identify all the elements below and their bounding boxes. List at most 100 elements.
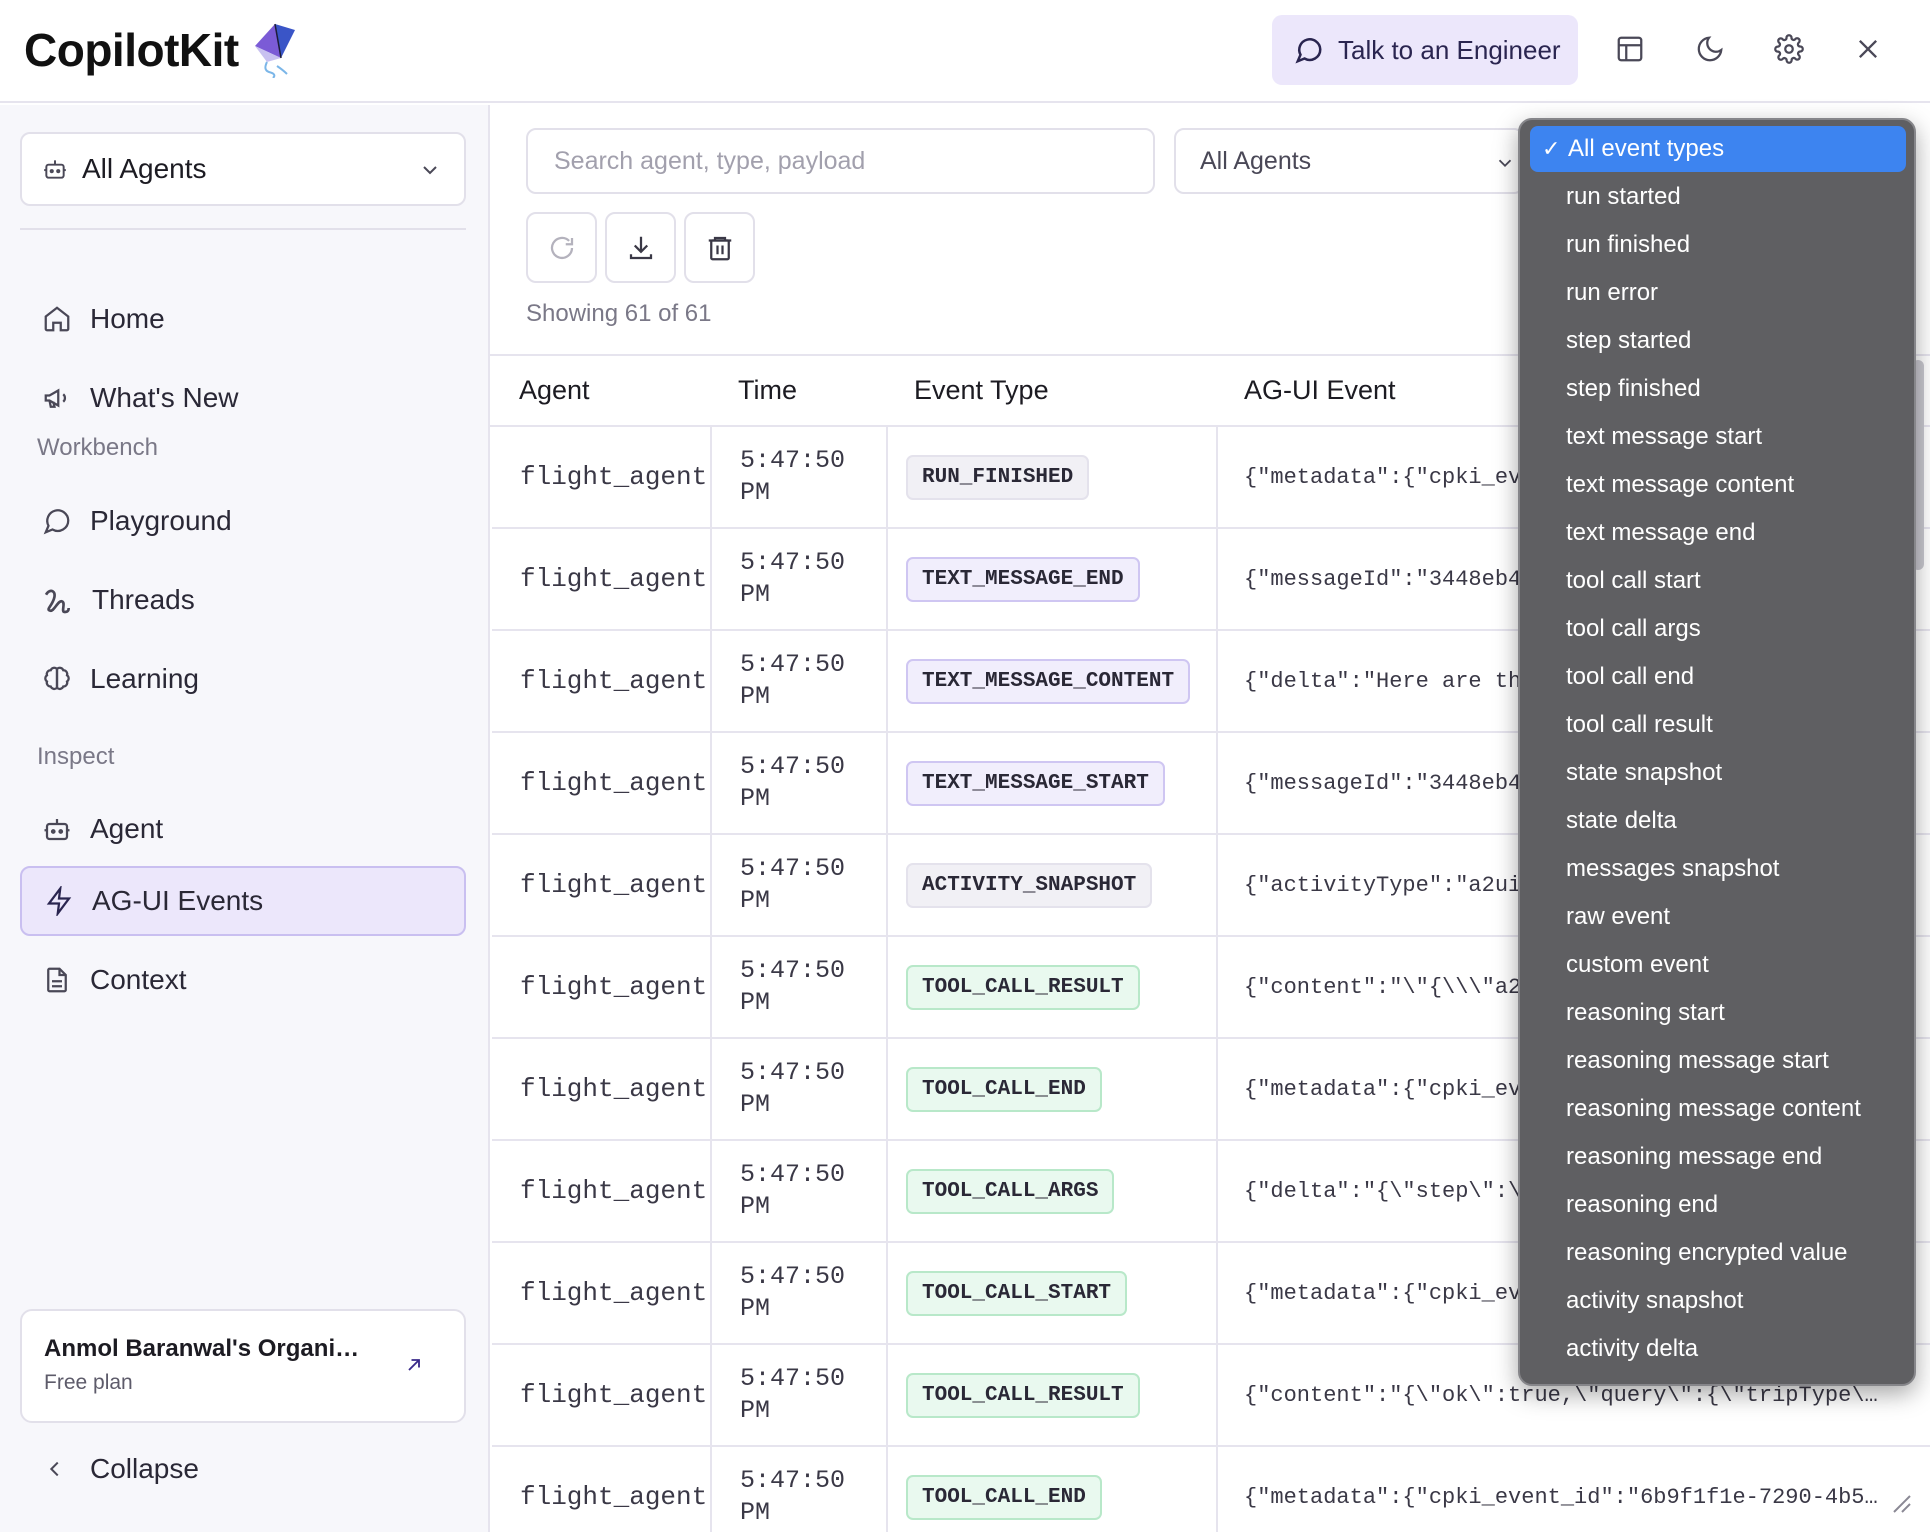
sidebar-item-agent[interactable]: Agent	[20, 794, 466, 864]
organization-card[interactable]: Anmol Baranwal's Organi… Free plan	[20, 1309, 466, 1423]
table-row[interactable]: flight_agent 5:47:50 PM TEXT_MESSAGE_START {…	[492, 733, 1930, 835]
event-type-option[interactable]: tool call args	[1530, 606, 1906, 652]
event-type-option[interactable]: run started	[1530, 174, 1906, 220]
sidebar-item-ag-ui-events[interactable]: AG-UI Events	[20, 866, 466, 936]
home-icon	[44, 306, 70, 332]
event-type-option[interactable]: reasoning message start	[1530, 1038, 1906, 1084]
event-type-option[interactable]: state snapshot	[1530, 750, 1906, 796]
agent-select[interactable]: All Agents	[20, 132, 466, 206]
refresh-button[interactable]	[526, 212, 597, 283]
sidebar-item-context[interactable]: Context	[20, 945, 466, 1015]
chat-bubble-icon	[1295, 38, 1322, 64]
lightning-icon	[46, 886, 72, 916]
sidebar-item-label: Threads	[92, 584, 195, 615]
cell-event-payload: {"messageId":"3448eb4	[1244, 770, 1522, 796]
event-type-option[interactable]: reasoning end	[1530, 1182, 1906, 1228]
cell-time: 5:47:50 PM	[712, 937, 888, 1037]
cell-time-period: PM	[740, 1192, 771, 1221]
event-type-option[interactable]: text message content	[1530, 462, 1906, 508]
event-type-dropdown[interactable]: ✓ All event types run started run finished r…	[1518, 118, 1916, 1386]
event-type-option[interactable]: reasoning message content	[1530, 1086, 1906, 1132]
theme-toggle-button[interactable]	[1689, 28, 1731, 70]
cell-time: 5:47:50 PM	[712, 427, 888, 527]
event-type-option-label: step started	[1566, 327, 1692, 354]
cell-time-value: 5:47:50	[740, 446, 846, 475]
table-row[interactable]: flight_agent 5:47:50 PM TOOL_CALL_END {"meta…	[492, 1447, 1930, 1532]
cell-time-period: PM	[740, 1294, 771, 1323]
column-header-time[interactable]: Time	[738, 375, 797, 405]
talk-to-engineer-button[interactable]: Talk to an Engineer	[1272, 15, 1578, 85]
event-type-badge: TOOL_CALL_RESULT	[906, 1372, 1140, 1418]
brain-icon	[44, 666, 70, 691]
event-type-option-label: reasoning message end	[1566, 1143, 1823, 1170]
logo[interactable]: CopilotKit	[24, 20, 299, 80]
column-header-event-type[interactable]: Event Type	[914, 375, 1049, 405]
cell-time-period: PM	[740, 1396, 771, 1425]
cell-agent: flight_agent	[492, 937, 712, 1037]
event-type-option[interactable]: run finished	[1530, 222, 1906, 268]
resize-handle-icon[interactable]	[1890, 1492, 1914, 1516]
chevron-left-icon	[49, 1461, 59, 1477]
agents-filter-select[interactable]: All Agents	[1174, 128, 1524, 194]
event-type-option[interactable]: run error	[1530, 270, 1906, 316]
table-row[interactable]: flight_agent 5:47:50 PM TEXT_MESSAGE_END {"m…	[492, 529, 1930, 631]
cell-agent: flight_agent	[492, 631, 712, 731]
event-type-option[interactable]: messages snapshot	[1530, 846, 1906, 892]
event-type-option[interactable]: tool call start	[1530, 558, 1906, 604]
event-type-option-label: reasoning message content	[1566, 1095, 1861, 1122]
cell-event-type: ACTIVITY_SNAPSHOT	[888, 835, 1218, 935]
cell-event-type: TOOL_CALL_RESULT	[888, 937, 1218, 1037]
table-row[interactable]: flight_agent 5:47:50 PM TOOL_CALL_ARGS {"del…	[492, 1141, 1930, 1243]
event-type-option[interactable]: reasoning encrypted value	[1530, 1230, 1906, 1276]
collapse-button[interactable]: Collapse	[44, 1453, 199, 1485]
event-type-option[interactable]: tool call end	[1530, 654, 1906, 700]
table-row[interactable]: flight_agent 5:47:50 PM TOOL_CALL_END {"meta…	[492, 1039, 1930, 1141]
event-type-option[interactable]: tool call result	[1530, 702, 1906, 748]
sidebar-item-threads[interactable]: Threads	[20, 565, 466, 635]
table-top-border	[490, 354, 1930, 356]
chevron-down-icon	[1498, 159, 1512, 168]
event-type-option-label: state snapshot	[1566, 759, 1723, 786]
table-row[interactable]: flight_agent 5:47:50 PM TOOL_CALL_RESULT {"c…	[492, 1345, 1930, 1447]
event-type-option[interactable]: custom event	[1530, 942, 1906, 988]
cell-time: 5:47:50 PM	[712, 631, 888, 731]
section-inspect: Inspect	[37, 743, 115, 770]
event-type-option[interactable]: activity delta	[1530, 1326, 1906, 1372]
robot-icon	[44, 819, 70, 841]
event-type-option[interactable]: activity snapshot	[1530, 1278, 1906, 1324]
layout-toggle-button[interactable]	[1609, 28, 1651, 70]
event-type-option[interactable]: text message end	[1530, 510, 1906, 556]
table-row[interactable]: flight_agent 5:47:50 PM TEXT_MESSAGE_CONTEN…	[492, 631, 1930, 733]
column-header-ag-ui-event[interactable]: AG-UI Event	[1244, 375, 1396, 405]
search-input[interactable]	[526, 128, 1155, 194]
download-button[interactable]	[605, 212, 676, 283]
sidebar-item-playground[interactable]: Playground	[20, 486, 466, 556]
event-type-option-label: tool call start	[1566, 567, 1701, 594]
table-row[interactable]: flight_agent 5:47:50 PM ACTIVITY_SNAPSHOT {"…	[492, 835, 1930, 937]
event-type-badge: TOOL_CALL_RESULT	[906, 964, 1140, 1010]
table-row[interactable]: flight_agent 5:47:50 PM TOOL_CALL_RESULT {"c…	[492, 937, 1930, 1039]
event-type-option[interactable]: ✓ All event types	[1530, 126, 1906, 172]
event-type-option[interactable]: state delta	[1530, 798, 1906, 844]
cell-time: 5:47:50 PM	[712, 733, 888, 833]
close-button[interactable]	[1847, 28, 1889, 70]
settings-button[interactable]	[1768, 28, 1810, 70]
close-icon	[1859, 40, 1877, 58]
event-type-option[interactable]: reasoning start	[1530, 990, 1906, 1036]
event-type-option[interactable]: raw event	[1530, 894, 1906, 940]
delete-button[interactable]	[684, 212, 755, 283]
sidebar-item-learning[interactable]: Learning	[20, 644, 466, 714]
sidebar-item-whats-new[interactable]: What's New	[20, 363, 466, 433]
cell-time: 5:47:50 PM	[712, 1345, 888, 1445]
event-type-option[interactable]: step started	[1530, 318, 1906, 364]
kite-icon	[254, 23, 295, 78]
column-header-agent[interactable]: Agent	[519, 375, 590, 405]
cell-event-payload: {"delta":"Here are th	[1244, 668, 1522, 694]
event-type-option[interactable]: text message start	[1530, 414, 1906, 460]
event-type-option[interactable]: step finished	[1530, 366, 1906, 412]
sidebar-item-home[interactable]: Home	[20, 284, 466, 354]
external-link-icon	[408, 1359, 420, 1371]
table-row[interactable]: flight_agent 5:47:50 PM TOOL_CALL_START {"me…	[492, 1243, 1930, 1345]
event-type-option[interactable]: reasoning message end	[1530, 1134, 1906, 1180]
table-row[interactable]: flight_agent 5:47:50 PM RUN_FINISHED {"metad…	[492, 427, 1930, 529]
